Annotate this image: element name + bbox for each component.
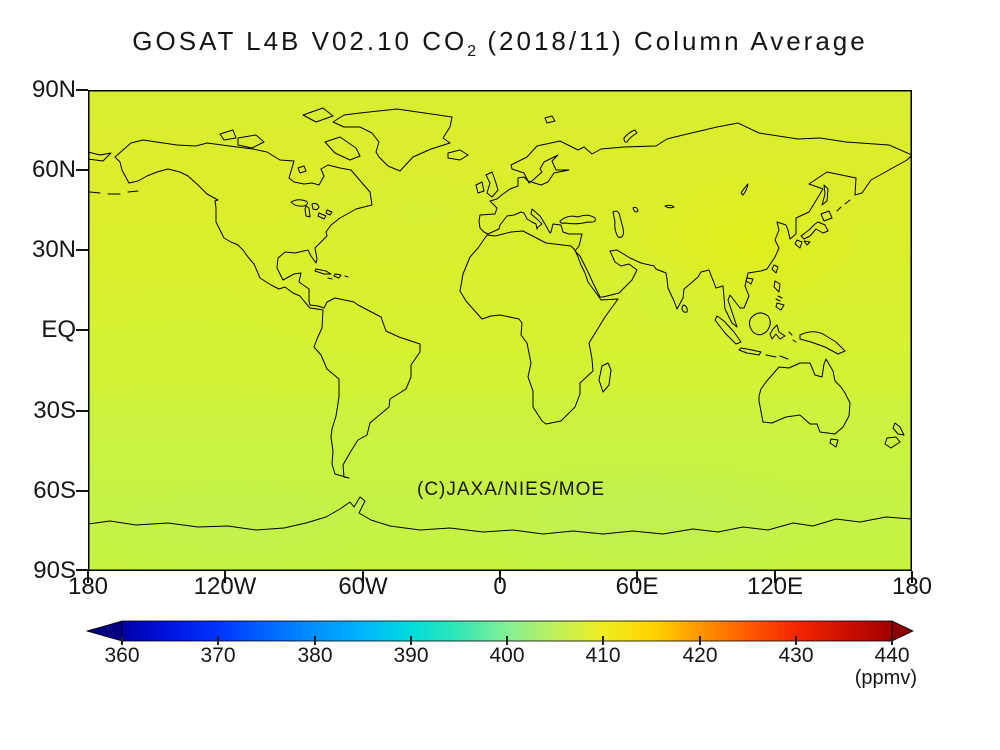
coastline-caribbean [314,268,349,280]
coastline-great-lakes [290,199,333,220]
colorbar-tick [506,636,508,645]
colorbar-label-370: 370 [200,644,236,667]
colorbar-tick [699,636,701,645]
colorbar [85,620,914,642]
lon-tick [774,571,776,583]
coastline-eurasia [478,122,912,328]
lat-tick [76,490,88,492]
colorbar-tick [602,636,604,645]
coastline-britain [475,171,499,198]
lat-label-60n: 60N [31,156,76,183]
colorbar-label-400: 400 [489,644,525,667]
lon-tick [87,571,89,583]
coastline-antarctica [88,496,912,535]
lon-tick [362,571,364,583]
lon-tick [911,571,913,583]
colorbar-label-410: 410 [585,644,621,667]
colorbar-label-390: 390 [393,644,429,667]
colorbar-label-360: 360 [104,644,140,667]
colorbar-tick [217,636,219,645]
lat-label-30n: 30N [31,236,76,263]
lon-label-0: 0 [493,573,507,600]
colorbar-tick [314,636,316,645]
lon-tick [224,571,226,583]
lat-label-90s: 90S [33,557,76,584]
lat-tick [76,89,88,91]
lat-label-90n: 90N [31,76,76,103]
lon-tick [636,571,638,583]
coastline-americas [114,139,421,479]
colorbar-label-440: 440 [874,644,910,667]
coastline-chukotka [88,151,139,195]
colorbar-tick [891,636,893,645]
coastline-iceland [447,149,469,161]
coastline-japan [794,184,851,249]
colorbar-tick [795,636,797,645]
colorbar-under-arrow [85,620,123,642]
lat-label-eq: EQ [41,316,76,343]
co2-subscript: 2 [467,43,478,60]
lat-label-60s: 60S [33,477,76,504]
lat-tick [76,169,88,171]
map-frame [88,90,912,571]
plot-title: GOSAT L4B V02.10 CO2 (2018/11) Column Av… [0,26,1000,61]
lat-tick [76,410,88,412]
map-plot: (C)JAXA/NIES/MOE [88,90,912,571]
lat-label-30s: 30S [33,397,76,424]
credit-label: (C)JAXA/NIES/MOE [417,479,606,500]
coastline-inland-seas [559,183,749,238]
lon-tick [499,571,501,583]
lat-tick [76,569,88,571]
colorbar-label-430: 430 [778,644,814,667]
colorbar-tick [121,636,123,645]
coastlines-svg [88,90,912,571]
lat-tick [76,329,88,331]
plot-title-prefix: GOSAT L4B V02.10 CO [132,26,468,56]
coastline-australia [758,358,905,449]
colorbar-over-arrow [891,620,914,642]
coastline-se-asia [681,264,846,360]
colorbar-label-380: 380 [297,644,333,667]
colorbar-unit-label: (ppmv) [854,667,917,689]
coastline-arctic-islands [219,107,638,174]
plot-title-suffix: (2018/11) Column Average [477,26,868,56]
lat-tick [76,249,88,251]
coastline-africa [459,230,619,425]
colorbar-tick [410,636,412,645]
coastline-greenland [332,108,453,172]
colorbar-label-420: 420 [682,644,718,667]
